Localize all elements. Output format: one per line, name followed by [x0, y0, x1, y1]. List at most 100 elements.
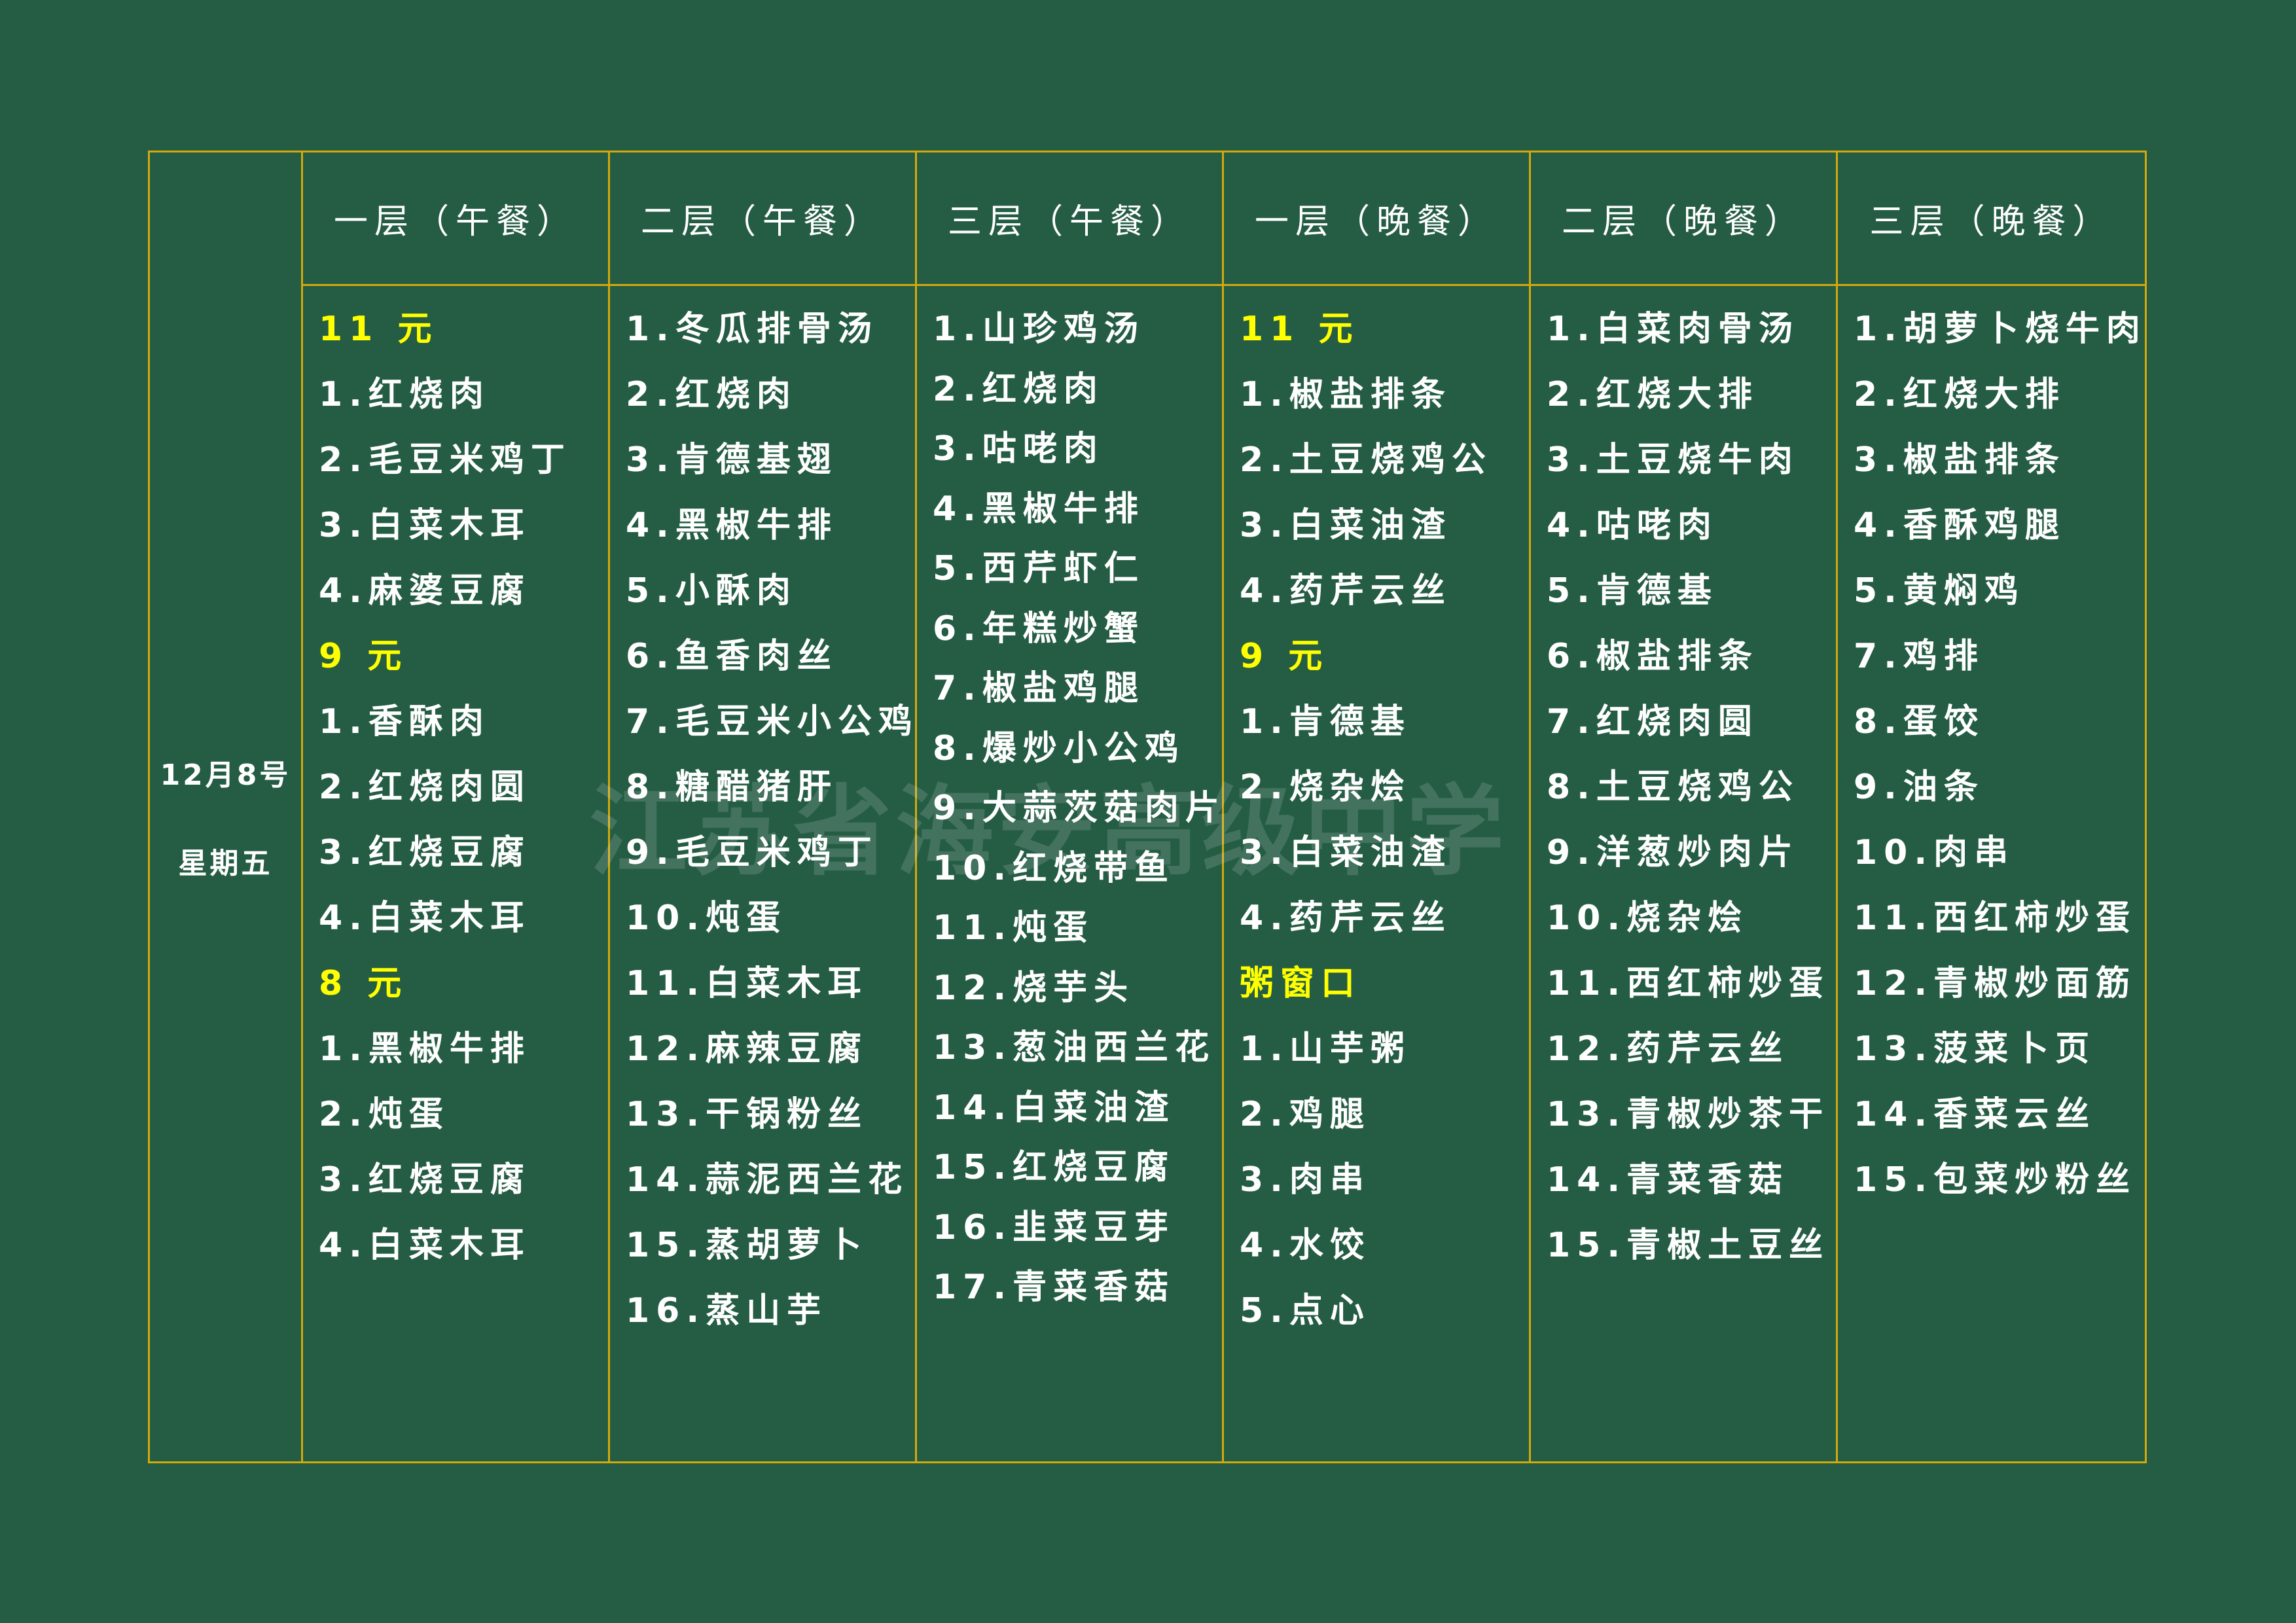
menu-item: 4.白菜木耳: [319, 1226, 531, 1265]
menu-item: 1.冬瓜排骨汤: [626, 310, 878, 349]
menu-item: 3.红烧豆腐: [319, 1160, 531, 1200]
menu-item: 3.咕咾肉: [933, 429, 1104, 469]
menu-item: 7.椒盐鸡腿: [933, 669, 1145, 708]
menu-item: 1.香酥肉: [319, 702, 490, 741]
menu-item: 9.大蒜茨菇肉片: [933, 789, 1226, 828]
menu-item: 3.红烧豆腐: [319, 833, 531, 872]
menu-item: 6.年糕炒蟹: [933, 609, 1145, 649]
menu-list: 1.山珍鸡汤 2.红烧肉 3.咕咾肉 4.黑椒牛排 5.西芹虾仁 6.年糕炒蟹 7.椒盐鸡腿…: [917, 286, 1222, 1328]
menu-item: 6.椒盐排条: [1547, 637, 1759, 676]
menu-column: 一层（午餐） 11 元 1.红烧肉 2.毛豆米鸡丁 3.白菜木耳 4.麻婆豆腐 9 元 1.香…: [303, 152, 610, 1461]
menu-list: 11 元 1.椒盐排条 2.土豆烧鸡公 3.白菜油渣 4.药芹云丝 9 元 1.肯德基 2.烧…: [1224, 286, 1529, 1357]
menu-item: 3.肉串: [1240, 1160, 1371, 1200]
menu-item: 17.青菜香菇: [933, 1268, 1175, 1307]
menu-item: 4.黑椒牛排: [933, 489, 1145, 529]
menu-item: 8.爆炒小公鸡: [933, 728, 1185, 768]
menu-column: 三层（晚餐） 1.胡萝卜烧牛肉 2.红烧大排 3.椒盐排条 4.香酥鸡腿 5.黄焖鸡 7.鸡…: [1838, 152, 2145, 1461]
menu-item: 1.山芋粥: [1240, 1029, 1411, 1069]
menu-item: 4.水饺: [1240, 1226, 1371, 1265]
menu-item: 3.白菜木耳: [319, 506, 531, 545]
menu-item: 14.香菜云丝: [1854, 1095, 2096, 1134]
menu-item: 2.红烧肉: [933, 369, 1104, 409]
menu-item: 1.白菜肉骨汤: [1547, 310, 1799, 349]
menu-item: 9.油条: [1854, 768, 1984, 807]
menu-table: 12月8号 星期五 一层（午餐） 11 元 1.红烧肉 2.毛豆米鸡丁 3.白菜木耳 4.…: [148, 151, 2147, 1463]
menu-item: 11.白菜木耳: [626, 964, 869, 1003]
menu-item: 14.白菜油渣: [933, 1088, 1175, 1128]
menu-item: 13.青椒炒茶干: [1547, 1095, 1830, 1134]
menu-item: 7.鸡排: [1854, 637, 1984, 676]
column-header: 一层（晚餐）: [1224, 152, 1529, 286]
menu-item: 15.红烧豆腐: [933, 1148, 1175, 1187]
price-category: 8 元: [319, 964, 408, 1003]
menu-item: 4.咕咾肉: [1547, 506, 1718, 545]
menu-item: 4.白菜木耳: [319, 899, 531, 938]
menu-item: 12.青椒炒面筋: [1854, 964, 2137, 1003]
menu-item: 2.土豆烧鸡公: [1240, 440, 1492, 480]
menu-item: 8.土豆烧鸡公: [1547, 768, 1799, 807]
menu-item: 1.黑椒牛排: [319, 1029, 531, 1069]
menu-list: 1.冬瓜排骨汤 2.红烧肉 3.肯德基翅 4.黑椒牛排 5.小酥肉 6.鱼香肉丝 7.毛豆米…: [610, 286, 915, 1357]
price-category: 11 元: [1240, 310, 1359, 349]
menu-item: 14.青菜香菇: [1547, 1160, 1789, 1200]
menu-item: 3.白菜油渣: [1240, 506, 1452, 545]
menu-item: 11.炖蛋: [933, 908, 1094, 948]
menu-item: 15.青椒土豆丝: [1547, 1226, 1830, 1265]
menu-item: 10.炖蛋: [626, 899, 787, 938]
price-category: 9 元: [1240, 637, 1329, 676]
menu-list: 11 元 1.红烧肉 2.毛豆米鸡丁 3.白菜木耳 4.麻婆豆腐 9 元 1.香酥肉 2.红烧…: [303, 286, 608, 1291]
menu-item: 4.香酥鸡腿: [1854, 506, 2066, 545]
menu-item: 4.药芹云丝: [1240, 899, 1452, 938]
menu-item: 9.洋葱炒肉片: [1547, 833, 1799, 872]
price-category: 粥窗口: [1240, 964, 1362, 1003]
column-header: 二层（午餐）: [610, 152, 915, 286]
menu-item: 5.点心: [1240, 1291, 1371, 1330]
menu-list: 1.白菜肉骨汤 2.红烧大排 3.土豆烧牛肉 4.咕咾肉 5.肯德基 6.椒盐排条 7.红烧…: [1531, 286, 1836, 1291]
menu-item: 2.红烧大排: [1854, 375, 2066, 414]
menu-item: 3.白菜油渣: [1240, 833, 1452, 872]
column-header: 三层（午餐）: [917, 152, 1222, 286]
menu-item: 2.红烧大排: [1547, 375, 1759, 414]
column-header: 一层（午餐）: [303, 152, 608, 286]
menu-item: 1.椒盐排条: [1240, 375, 1452, 414]
menu-item: 16.蒸山芋: [626, 1291, 828, 1330]
menu-item: 16.韭菜豆芽: [933, 1207, 1175, 1247]
menu-list: 1.胡萝卜烧牛肉 2.红烧大排 3.椒盐排条 4.香酥鸡腿 5.黄焖鸡 7.鸡排 8.蛋饺 9…: [1838, 286, 2145, 1226]
date-weekday: 星期五: [178, 847, 273, 880]
menu-item: 10.红烧带鱼: [933, 848, 1175, 888]
menu-item: 13.干锅粉丝: [626, 1095, 869, 1134]
date-column: 12月8号 星期五: [150, 152, 303, 1461]
menu-item: 2.红烧肉圆: [319, 768, 531, 807]
menu-item: 5.黄焖鸡: [1854, 571, 2025, 611]
menu-item: 15.蒸胡萝卜: [626, 1226, 869, 1265]
menu-item: 8.蛋饺: [1854, 702, 1984, 741]
menu-item: 13.葱油西兰花: [933, 1028, 1216, 1067]
menu-item: 11.西红柿炒蛋: [1854, 899, 2137, 938]
menu-item: 4.麻婆豆腐: [319, 571, 531, 611]
date-day: 12月8号: [160, 758, 291, 792]
menu-item: 12.麻辣豆腐: [626, 1029, 869, 1069]
menu-item: 11.西红柿炒蛋: [1547, 964, 1830, 1003]
menu-item: 1.红烧肉: [319, 375, 490, 414]
menu-item: 3.椒盐排条: [1854, 440, 2066, 480]
menu-item: 5.西芹虾仁: [933, 549, 1145, 588]
menu-item: 1.山珍鸡汤: [933, 310, 1145, 349]
menu-item: 2.毛豆米鸡丁: [319, 440, 571, 480]
menu-column: 二层（晚餐） 1.白菜肉骨汤 2.红烧大排 3.土豆烧牛肉 4.咕咾肉 5.肯德基 6.椒盐…: [1531, 152, 1838, 1461]
menu-item: 12.烧芋头: [933, 968, 1135, 1008]
menu-item: 1.肯德基: [1240, 702, 1411, 741]
menu-item: 15.包菜炒粉丝: [1854, 1160, 2137, 1200]
price-category: 11 元: [319, 310, 439, 349]
menu-item: 3.土豆烧牛肉: [1547, 440, 1799, 480]
price-category: 9 元: [319, 637, 408, 676]
menu-item: 7.红烧肉圆: [1547, 702, 1759, 741]
menu-item: 2.烧杂烩: [1240, 768, 1411, 807]
menu-item: 14.蒜泥西兰花: [626, 1160, 909, 1200]
menu-item: 12.药芹云丝: [1547, 1029, 1789, 1069]
menu-item: 8.糖醋猪肝: [626, 768, 838, 807]
menu-item: 6.鱼香肉丝: [626, 637, 838, 676]
menu-item: 1.胡萝卜烧牛肉: [1854, 310, 2147, 349]
column-header: 三层（晚餐）: [1838, 152, 2145, 286]
column-header: 二层（晚餐）: [1531, 152, 1836, 286]
menu-column: 一层（晚餐） 11 元 1.椒盐排条 2.土豆烧鸡公 3.白菜油渣 4.药芹云丝 9 元 1.…: [1224, 152, 1531, 1461]
